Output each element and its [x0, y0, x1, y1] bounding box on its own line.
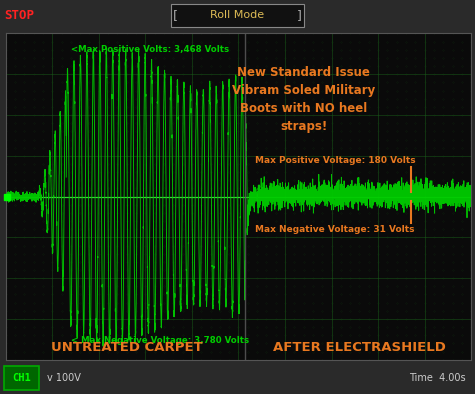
- Text: New Standard Issue
Vibram Soled Military
Boots with NO heel
straps!: New Standard Issue Vibram Soled Military…: [232, 66, 375, 133]
- Bar: [4, 366, 39, 390]
- Text: STOP: STOP: [4, 9, 34, 22]
- Text: [: [: [173, 9, 179, 22]
- Text: Roll Mode: Roll Mode: [210, 10, 265, 20]
- Text: Max Positive Voltage: 180 Volts: Max Positive Voltage: 180 Volts: [255, 156, 415, 165]
- Text: <Max Positive Volts: 3,468 Volts: <Max Positive Volts: 3,468 Volts: [71, 45, 229, 54]
- Text: CH1: CH1: [12, 373, 31, 383]
- Text: Max Negative Voltage: 31 Volts: Max Negative Voltage: 31 Volts: [255, 225, 414, 234]
- Text: AFTER ELECTRASHIELD: AFTER ELECTRASHIELD: [273, 341, 446, 354]
- Text: ]: ]: [297, 9, 302, 22]
- Text: v 100V: v 100V: [47, 373, 81, 383]
- Text: Time  4.00s: Time 4.00s: [408, 373, 466, 383]
- Text: < Max Negative Voltage: 3,780 Volts: < Max Negative Voltage: 3,780 Volts: [71, 336, 249, 345]
- Text: UNTREATED CARPET: UNTREATED CARPET: [51, 341, 203, 354]
- FancyBboxPatch shape: [171, 4, 304, 27]
